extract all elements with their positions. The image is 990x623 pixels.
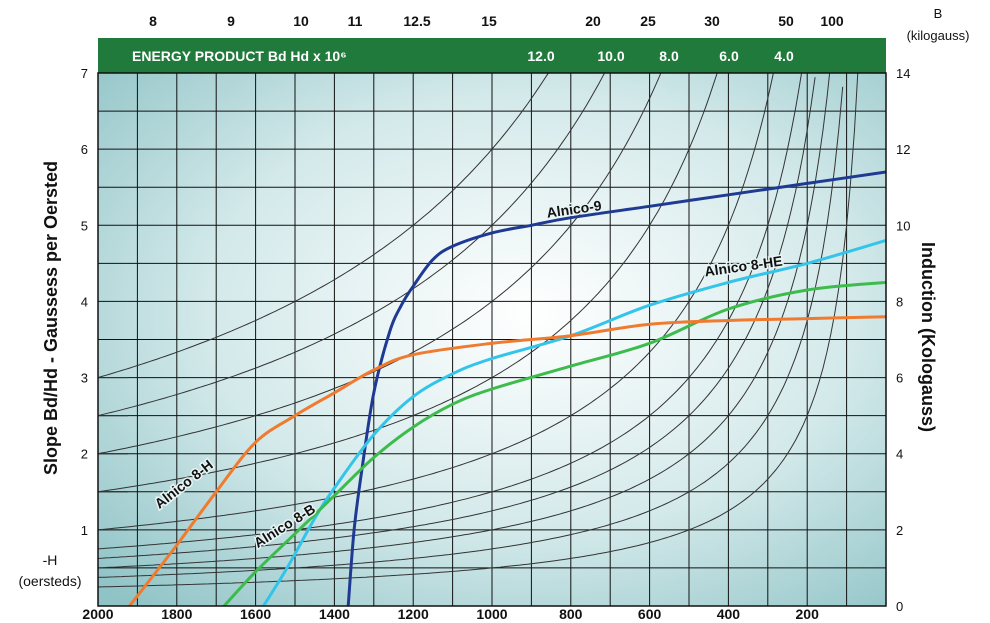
energy-product-curve <box>98 73 859 588</box>
bottom-tick-label: 1800 <box>161 606 192 622</box>
bottom-tick-label: 1400 <box>319 606 350 622</box>
top-tick-label: 10 <box>293 13 309 29</box>
right-tick-label: 8 <box>896 294 903 309</box>
right-axis-title: Induction (Kologauss) <box>918 242 938 432</box>
energy-product-curve <box>98 77 816 559</box>
bottom-tick-label: 800 <box>559 606 583 622</box>
series-line-alnico-8-he <box>262 239 886 606</box>
bottom-tick-label: 400 <box>717 606 741 622</box>
right-tick-label: 12 <box>896 142 910 157</box>
energy-product-tick: 10.0 <box>597 48 624 64</box>
bottom-axis-label-h: -H <box>43 552 58 568</box>
energy-product-ticks: 12.0 10.0 8.0 6.0 4.0 <box>527 48 794 64</box>
grid <box>98 73 886 606</box>
top-axis-label-unit: (kilogauss) <box>907 28 970 43</box>
energy-product-curve <box>98 73 606 417</box>
energy-product-curve <box>98 73 662 455</box>
energy-product-tick: 4.0 <box>774 48 794 64</box>
energy-product-curve <box>98 73 549 379</box>
bottom-tick-label: 1600 <box>240 606 271 622</box>
top-tick-label: 8 <box>149 13 157 29</box>
top-tick-label: 50 <box>778 13 794 29</box>
left-tick-label: 1 <box>81 523 88 538</box>
plot-border <box>97 72 887 607</box>
bottom-axis-label-unit: (oersteds) <box>18 573 81 589</box>
top-tick-label: 20 <box>585 13 601 29</box>
top-tick-label: 15 <box>481 13 497 29</box>
right-tick-label: 4 <box>896 447 903 462</box>
right-tick-label: 0 <box>896 599 903 614</box>
right-tick-label: 6 <box>896 371 903 386</box>
energy-product-label: ENERGY PRODUCT Bd Hd x 10⁶ <box>132 48 347 64</box>
right-axis-ticks: 0 2 4 6 8 10 12 14 <box>896 66 910 614</box>
left-tick-label: 6 <box>81 142 88 157</box>
left-tick-label: 5 <box>81 218 88 233</box>
right-tick-label: 2 <box>896 523 903 538</box>
series-line-alnico-8-h <box>128 315 886 606</box>
bottom-tick-label: 2000 <box>82 606 113 622</box>
energy-product-tick: 8.0 <box>659 48 679 64</box>
top-tick-label: 100 <box>820 13 844 29</box>
left-axis-title: Slope Bd/Hd - Gaussess per Oersted <box>41 161 61 475</box>
energy-product-tick: 12.0 <box>527 48 554 64</box>
series-line-alnico-8-b <box>222 280 886 606</box>
left-axis-ticks: 1 2 3 4 5 6 7 <box>81 66 88 538</box>
energy-product-curve <box>98 73 831 569</box>
left-tick-label: 3 <box>81 371 88 386</box>
bottom-tick-label: 1000 <box>476 606 507 622</box>
top-tick-label: 30 <box>704 13 720 29</box>
top-tick-label: 25 <box>640 13 656 29</box>
left-tick-label: 4 <box>81 294 88 309</box>
energy-product-curve <box>98 73 718 493</box>
left-tick-label: 7 <box>81 66 88 81</box>
energy-product-banner <box>98 38 886 73</box>
right-tick-label: 14 <box>896 66 910 81</box>
series-group <box>128 170 886 606</box>
right-tick-label: 10 <box>896 218 910 233</box>
energy-product-curve <box>98 73 803 550</box>
slope-lines <box>98 376 128 531</box>
bottom-axis-ticks: 2000 1800 1600 1400 1200 1000 800 600 400 200 <box>82 606 819 622</box>
bottom-tick-label: 200 <box>796 606 820 622</box>
top-tick-label: 9 <box>227 13 235 29</box>
series-line-alnico-9 <box>346 170 886 606</box>
top-axis-label-b: B <box>934 6 943 21</box>
bottom-tick-label: 600 <box>638 606 662 622</box>
top-tick-label: 11 <box>348 13 363 29</box>
energy-product-curve <box>98 86 844 578</box>
bottom-tick-label: 1200 <box>398 606 429 622</box>
energy-product-tick: 6.0 <box>719 48 739 64</box>
top-tick-label: 12.5 <box>403 13 430 29</box>
top-axis-ticks: 8 9 10 11 12.5 15 20 25 30 50 100 <box>149 13 844 29</box>
left-tick-label: 2 <box>81 447 88 462</box>
